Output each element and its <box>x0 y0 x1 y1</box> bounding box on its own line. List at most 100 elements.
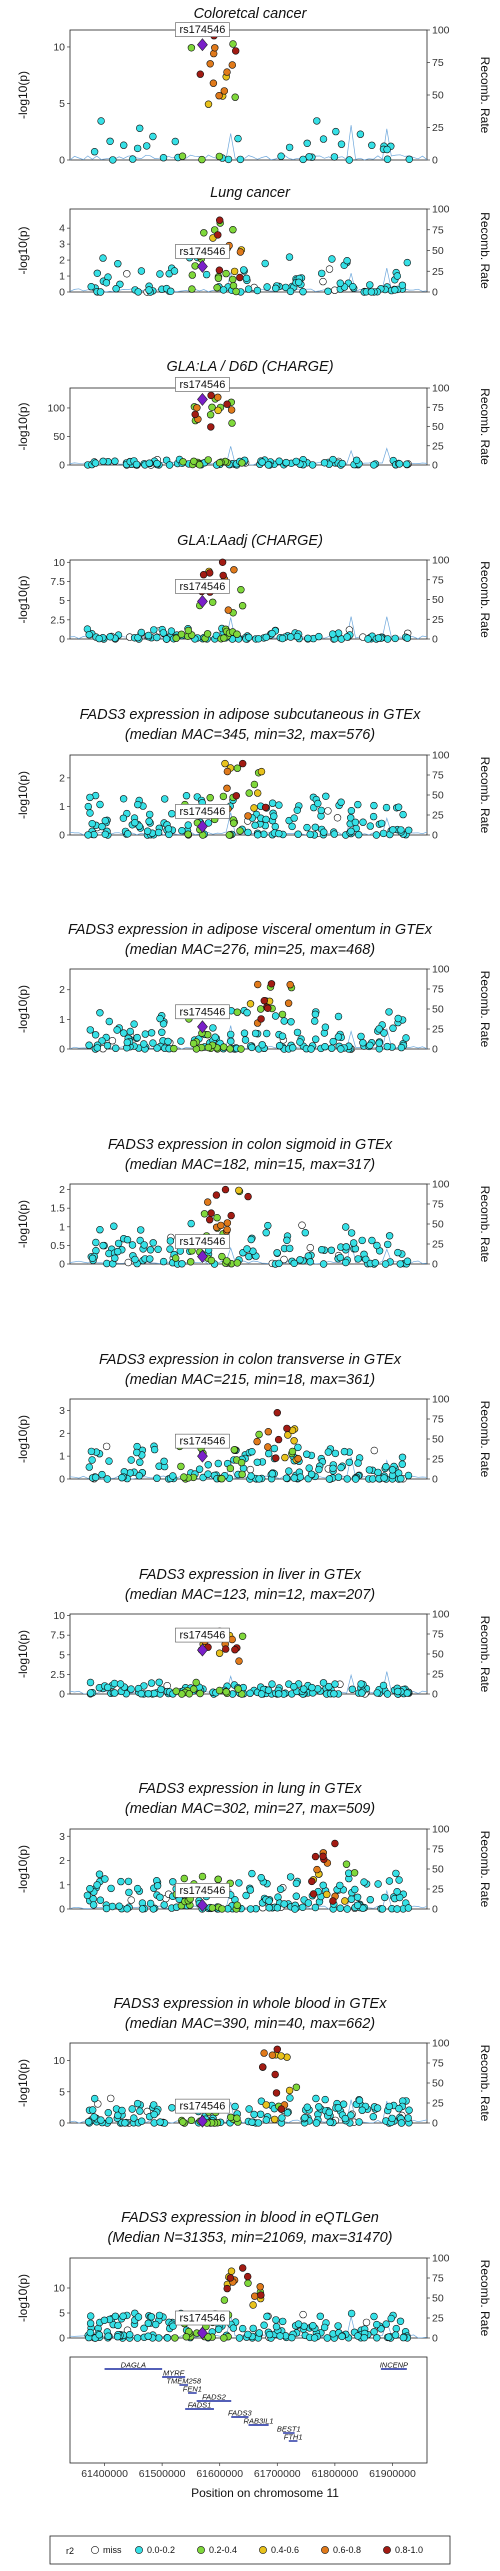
y-tick-label: 10 <box>53 2283 65 2295</box>
snp-point <box>188 271 197 279</box>
y2-tick-label: 50 <box>432 790 444 802</box>
snp-point <box>287 1018 295 1026</box>
y-tick-label: 0.5 <box>50 1240 65 1252</box>
y-tick-label: 0 <box>59 1689 65 1701</box>
snp-point <box>355 830 363 839</box>
snp-point <box>263 1029 271 1038</box>
snp-point <box>169 1878 177 1886</box>
y-tick-label: 5 <box>59 595 65 607</box>
lead-snp-label: rs174546 <box>179 2101 225 2113</box>
snp-point <box>211 44 219 52</box>
snp-point <box>85 1041 93 1049</box>
snp-point <box>153 1474 161 1482</box>
snp-point <box>286 287 295 296</box>
lead-snp-marker <box>197 259 208 273</box>
snp-point <box>397 1474 405 1483</box>
snp-point <box>152 2320 160 2329</box>
snp-point <box>238 1632 247 1641</box>
snp-point <box>247 1235 255 1244</box>
snp-point <box>232 287 240 296</box>
snp-point <box>267 980 276 988</box>
lead-snp-label-box <box>175 2310 230 2326</box>
snp-point <box>273 1249 281 1257</box>
snp-point <box>337 1045 345 1053</box>
snp-point <box>233 1008 242 1016</box>
y2-tick-label: 100 <box>432 1394 450 1406</box>
y-tick-label: 1.5 <box>50 1203 65 1215</box>
snp-point <box>373 1241 381 1250</box>
snp-point <box>337 140 346 148</box>
snp-point <box>397 2119 406 2127</box>
snp-point <box>187 1219 195 1228</box>
snp-point <box>234 134 242 143</box>
snp-point <box>98 1037 106 1045</box>
snp-point <box>270 2115 279 2124</box>
snp-point <box>354 1255 362 1263</box>
snp-point <box>275 457 283 465</box>
snp-point <box>149 1039 157 1047</box>
snp-point <box>372 831 381 839</box>
legend-swatch <box>321 2546 329 2554</box>
snp-point <box>193 404 201 412</box>
snp-point <box>237 1458 246 1467</box>
snp-point <box>304 634 312 642</box>
snp-point <box>207 391 215 400</box>
snp-point <box>312 2094 320 2103</box>
snp-point <box>185 1690 194 1698</box>
snp-point <box>180 1473 188 1481</box>
snp-point <box>280 1017 288 1025</box>
snp-point <box>260 2049 268 2057</box>
y-axis-label: -log10(p) <box>16 1845 30 1893</box>
snp-point <box>326 2118 334 2127</box>
snp-point <box>110 1222 118 1230</box>
snp-point <box>133 1448 141 1457</box>
panel-title: FADS3 expression in blood in eQTLGen <box>121 2210 379 2226</box>
plot-frame <box>69 387 428 466</box>
snp-point <box>312 1035 320 1043</box>
y2-axis-label: Recomb. Rate <box>478 2260 492 2337</box>
snp-point <box>329 630 337 638</box>
panel-title: Coloretcal cancer <box>194 6 308 22</box>
snp-point <box>299 2310 307 2319</box>
snp-point <box>338 2332 346 2341</box>
lead-snp-label: rs174546 <box>179 246 225 258</box>
snp-point <box>86 793 94 802</box>
snp-point <box>347 814 355 822</box>
y2-tick-label: 50 <box>432 2293 444 2305</box>
snp-point <box>352 1475 360 1483</box>
snp-point <box>99 254 107 262</box>
snp-point <box>307 1045 315 1053</box>
snp-point <box>184 830 192 838</box>
snp-point <box>238 1470 246 1479</box>
y2-tick-label: 75 <box>432 402 444 414</box>
snp-point <box>385 1008 393 1016</box>
snp-point <box>275 1690 283 1698</box>
snp-point <box>245 789 253 797</box>
snp-point <box>285 143 294 152</box>
y2-tick-label: 50 <box>432 1434 444 1446</box>
snp-point <box>274 1893 282 1901</box>
snp-point <box>133 1884 142 1893</box>
snp-point <box>292 1879 301 1888</box>
gene-label: TMEM258 <box>166 2377 201 2386</box>
snp-point <box>277 152 285 160</box>
snp-point <box>306 830 314 839</box>
snp-point <box>310 2334 319 2342</box>
snp-point <box>325 1475 334 1483</box>
snp-point <box>95 1870 104 1878</box>
snp-point <box>133 144 142 153</box>
snp-point <box>357 1032 365 1041</box>
snp-point <box>292 457 300 466</box>
snp-point <box>334 2322 342 2330</box>
snp-point <box>111 457 119 465</box>
snp-point <box>212 1191 221 1199</box>
legend-label: 0.0-0.2 <box>147 2545 175 2555</box>
y2-tick-label: 0 <box>432 287 438 299</box>
snp-point <box>138 1905 147 1913</box>
snp-point <box>223 400 231 408</box>
snp-point <box>137 628 146 637</box>
snp-point <box>370 2328 378 2336</box>
y2-tick-label: 25 <box>432 2098 444 2110</box>
snp-point <box>271 2070 279 2079</box>
snp-point <box>119 141 128 149</box>
